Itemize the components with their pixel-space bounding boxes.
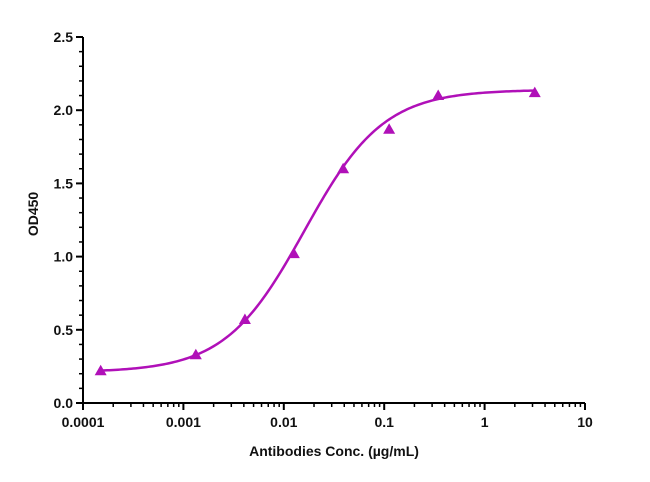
triangle-marker-icon: [238, 313, 251, 325]
x-tick-label: 0.01: [270, 414, 297, 430]
y-tick-label: 0.0: [54, 395, 74, 411]
x-tick-label: 0.001: [166, 414, 201, 430]
data-points: [94, 86, 541, 376]
x-tick-label: 0.1: [374, 414, 394, 430]
y-tick-label: 1.5: [54, 175, 74, 191]
y-tick-label: 1.0: [54, 249, 74, 265]
triangle-marker-icon: [337, 162, 350, 174]
triangle-marker-icon: [94, 364, 107, 376]
triangle-marker-icon: [383, 123, 396, 134]
triangle-marker-icon: [432, 89, 445, 101]
axes: 0.0 0.5 1.0 1.5 2.0 2.5 0.0001 0.001 0.01 0.1 1 10: [54, 29, 593, 430]
x-tick-label: 10: [577, 414, 593, 430]
triangle-marker-icon: [287, 247, 300, 259]
y-tick-label: 2.0: [54, 102, 74, 118]
fit-curve: [100, 89, 535, 372]
x-tick-label: 0.0001: [62, 414, 105, 430]
x-axis-title: Antibodies Conc. (µg/mL): [249, 443, 419, 459]
x-tick-label: 1: [481, 414, 489, 430]
y-tick-label: 2.5: [54, 29, 74, 45]
y-axis-title: OD450: [25, 192, 41, 237]
y-tick-label: 0.5: [54, 322, 74, 338]
fit-line: [100, 89, 535, 372]
triangle-marker-icon: [189, 348, 202, 360]
triangle-marker-icon: [528, 86, 541, 98]
